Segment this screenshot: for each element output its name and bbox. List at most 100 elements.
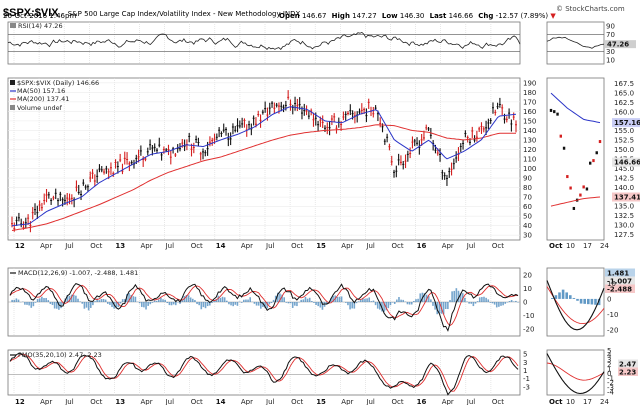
macd-hist-bar — [289, 302, 292, 304]
zoom-macd-hist-bar — [561, 289, 565, 299]
x-label-bottom-3: Oct — [90, 398, 102, 405]
price-last-label: 146.66 — [614, 159, 640, 167]
macd-hist-bar — [272, 299, 275, 302]
price-ytick-190: 190 — [523, 79, 536, 87]
pmo-ytick-1: 1 — [523, 367, 527, 375]
x-label-bottom-18: Jul — [466, 398, 476, 405]
macd-hist-bar — [75, 295, 77, 302]
volume-legend-swatch — [10, 105, 15, 110]
zoom-ytick-16: 127.5 — [614, 231, 634, 239]
price-ytick-60: 60 — [523, 203, 532, 211]
zoom-ytick-2: 162.5 — [614, 99, 634, 107]
macd-hist-bar — [206, 302, 209, 307]
macd-hist-bar — [283, 297, 285, 302]
macd-ytick--20: -20 — [523, 326, 534, 334]
high-label: High — [331, 12, 350, 20]
symbol-title: $SPX:$VIX — [3, 7, 59, 19]
macd-hist-bar — [464, 297, 466, 302]
rsi-legend-swatch — [10, 23, 16, 28]
macd-hist-bar — [311, 301, 313, 302]
zoom-candle — [562, 146, 566, 150]
macd-hist-bar — [138, 302, 141, 304]
macd-hist-bar — [500, 302, 502, 306]
zoom-candle — [559, 134, 562, 138]
x-label-bottom-4: 13 — [115, 398, 125, 405]
rsi-legend: RSI(14) 47.26 — [18, 22, 63, 30]
low-label: Low — [381, 12, 398, 20]
x-label-bottom-9: Apr — [241, 398, 253, 405]
zoom-ytick-10: 142.5 — [614, 174, 634, 182]
macd-hist-bar — [47, 300, 50, 302]
macd-hist-bar — [487, 299, 490, 302]
zoom-macd-ytick-0: 0 — [607, 295, 611, 303]
macd-hist-bar — [140, 302, 143, 307]
pmo-last-label-0: 2.47 — [619, 361, 636, 369]
macd-line — [9, 283, 519, 332]
pmo-panel-zoom-frame — [546, 349, 605, 396]
x-label-5: Apr — [141, 242, 153, 250]
x-label-4: 13 — [115, 242, 125, 250]
macd-hist-bar — [504, 302, 507, 304]
zoom-pmo-ytick-8: -3 — [607, 384, 614, 392]
macd-hist-bar — [359, 299, 362, 302]
macd-hist-bar — [338, 296, 341, 302]
x-label-12: 15 — [316, 242, 326, 250]
price-ytick-70: 70 — [523, 194, 532, 202]
macd-hist-bar — [389, 302, 392, 306]
zoom-pmo-ytick-7: -2 — [607, 379, 614, 387]
macd-hist-bar — [236, 302, 239, 306]
macd-hist-bar — [147, 302, 149, 306]
x-label-bottom-16: 16 — [417, 398, 427, 405]
macd-hist-bar — [515, 300, 517, 302]
x-label-8: 14 — [216, 242, 226, 250]
ma50-last-badge — [612, 118, 640, 128]
macd-hist-bar — [232, 302, 234, 307]
zoom-x-label-bottom-0: Oct — [549, 398, 563, 405]
macd-hist-bar — [17, 299, 20, 302]
macd-hist-bar — [398, 297, 400, 302]
macd-hist-bar — [430, 299, 432, 302]
macd-legend: MACD(12,26,9) -1.007, -2.488, 1.481 — [18, 269, 138, 277]
macd-hist-bar — [370, 301, 373, 302]
macd-hist-bar — [366, 298, 368, 302]
zoom-candle — [569, 186, 572, 190]
macd-hist-bar — [34, 302, 37, 303]
macd-hist-bar — [349, 302, 351, 310]
ma200-last-badge — [612, 192, 640, 202]
macd-hist-bar — [106, 302, 109, 304]
ma50-legend: MA(50) 157.16 — [17, 87, 65, 95]
macd-hist-bar — [66, 295, 69, 302]
macd-hist-bar — [81, 302, 84, 304]
macd-hist-bar — [400, 299, 402, 302]
macd-hist-bar — [425, 294, 428, 302]
macd-hist-bar — [438, 302, 441, 314]
macd-hist-bar — [168, 302, 171, 306]
macd-hist-bar — [85, 302, 88, 308]
macd-hist-bar — [402, 299, 405, 302]
zoom-ytick-0: 167.5 — [614, 80, 634, 88]
macd-hist-bar — [145, 302, 147, 310]
macd-hist-bar — [257, 302, 260, 306]
pmo-line — [9, 352, 519, 396]
macd-hist-bar — [155, 300, 158, 302]
macd-hist-bar — [376, 302, 379, 309]
x-label-18: Jul — [466, 242, 476, 250]
macd-hist-bar — [143, 302, 145, 308]
open-label: Open — [279, 12, 300, 20]
zoom-candle — [585, 187, 589, 191]
ma200-last-label: 137.41 — [614, 194, 640, 202]
rsi-zoom-line — [546, 36, 605, 49]
zoom-macd-hist-bar — [576, 298, 579, 301]
x-label-bottom-8: 14 — [216, 398, 226, 405]
macd-hist-bar — [357, 301, 360, 302]
macd-hist-bar — [130, 294, 132, 302]
macd-hist-bar — [181, 299, 183, 302]
zoom-ma50-line — [550, 92, 601, 124]
macd-hist-bar — [226, 300, 228, 302]
zoom-candle — [549, 108, 553, 112]
macd-hist-bar — [243, 299, 245, 302]
macd-hist-bar — [434, 302, 436, 310]
zoom-macd-ytick--10: -10 — [607, 311, 618, 319]
x-label-bottom-7: Oct — [191, 398, 203, 405]
